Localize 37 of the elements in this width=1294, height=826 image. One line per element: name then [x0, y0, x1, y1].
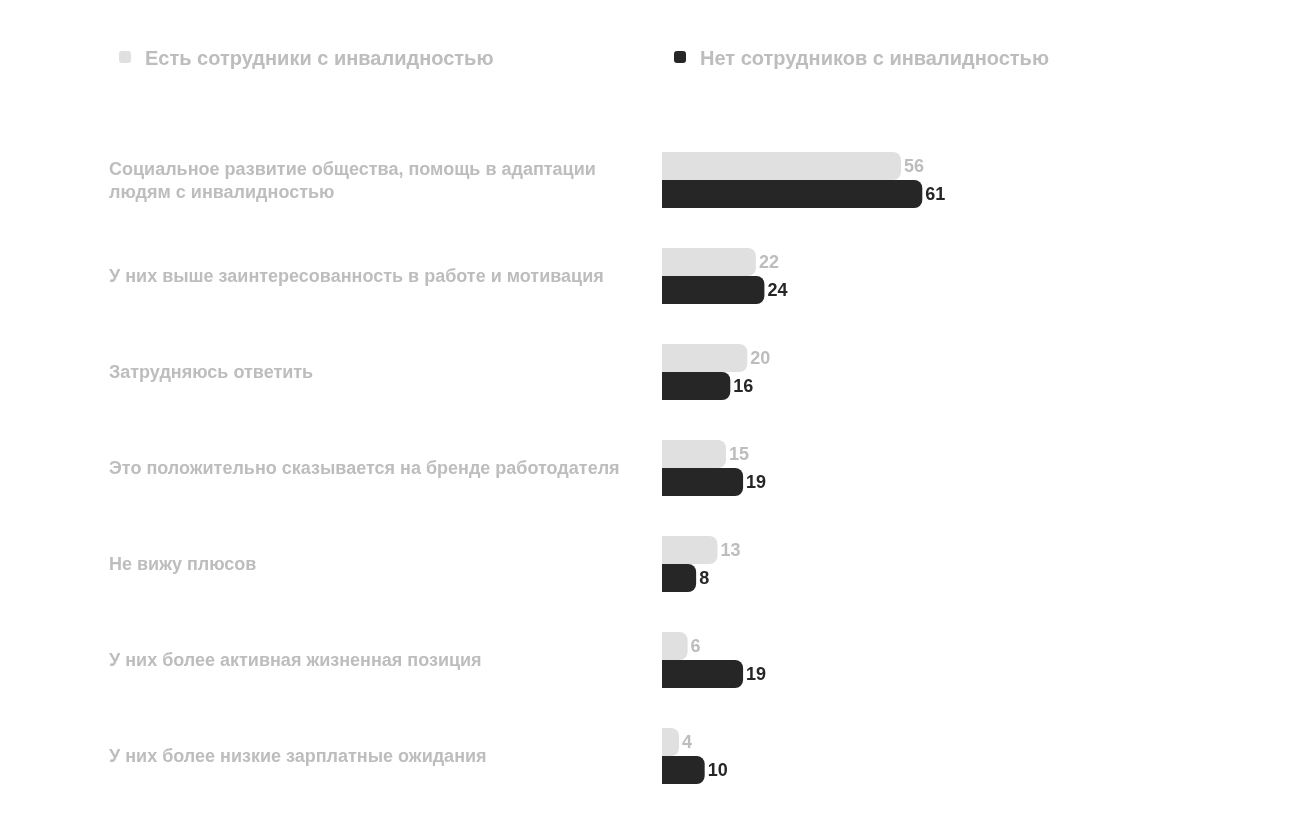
- y-tick-label: Социальное развитие общества, помощь в адаптации людям с инвалидностью: [109, 159, 596, 203]
- data-label: 61: [925, 184, 946, 204]
- bar: [662, 660, 744, 688]
- data-label: 19: [746, 472, 767, 492]
- bar: [662, 276, 765, 304]
- bar: [662, 180, 923, 208]
- legend-label: Есть сотрудники с инвалидностью: [145, 46, 494, 69]
- y-tick-label: У них более активная жизненная позиция: [109, 650, 482, 670]
- data-label: 6: [690, 636, 701, 656]
- data-label: 24: [767, 280, 788, 300]
- bar: [662, 248, 756, 276]
- bar: [662, 536, 718, 564]
- y-tick-label: Это положительно сказывается на бренде работодателя: [109, 458, 620, 478]
- data-label: 22: [758, 252, 779, 272]
- bar: [662, 440, 727, 468]
- data-label: 19: [746, 664, 767, 684]
- bar: [662, 756, 705, 784]
- data-label: 8: [699, 568, 710, 588]
- bar: [662, 344, 748, 372]
- y-tick-label: У них более низкие зарплатные ожидания: [109, 746, 487, 766]
- data-label: 20: [750, 348, 771, 368]
- y-tick-label: Затрудняюсь ответить: [109, 362, 314, 382]
- y-tick-label: Не вижу плюсов: [109, 554, 257, 574]
- data-label: 13: [720, 540, 741, 560]
- bar: [662, 632, 688, 660]
- legend-label: Нет сотрудников с инвалидностью: [700, 46, 1049, 69]
- data-label: 56: [903, 156, 924, 176]
- bar: [662, 468, 744, 496]
- bar: [662, 564, 697, 592]
- data-label: 16: [733, 376, 754, 396]
- data-label: 15: [729, 444, 750, 464]
- data-label: 10: [707, 760, 728, 780]
- data-label: 4: [682, 732, 693, 752]
- bar: [662, 152, 901, 180]
- bar: [662, 372, 731, 400]
- bar: [662, 728, 680, 756]
- y-tick-label: У них выше заинтересованность в работе и мотивация: [109, 266, 604, 286]
